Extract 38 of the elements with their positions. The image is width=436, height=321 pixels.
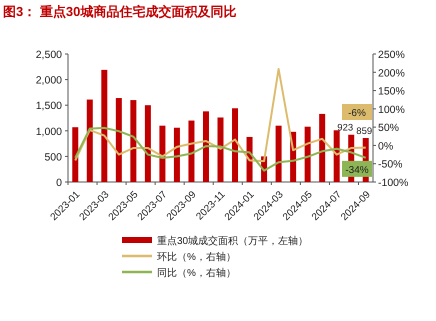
chart-title: 图3： 重点30城商品住宅成交面积及同比 — [3, 4, 236, 19]
y2-tick-label: 150% — [378, 86, 405, 98]
bar — [72, 127, 78, 182]
bar — [218, 117, 224, 182]
y-tick-label: 2,500 — [36, 49, 62, 61]
bar — [174, 128, 180, 182]
y-tick-label: 500 — [44, 151, 62, 164]
bar — [334, 130, 340, 182]
bar — [130, 100, 136, 182]
bar — [86, 100, 93, 182]
bar — [188, 120, 194, 182]
y-tick-label: 1,500 — [36, 100, 62, 112]
data-label: -34% — [345, 164, 369, 176]
bar — [144, 105, 151, 182]
bar — [116, 98, 122, 182]
y-tick-label: 2,000 — [36, 74, 62, 87]
y2-tick-label: -50% — [378, 158, 403, 171]
legend-label: 同比（%，右轴） — [157, 267, 236, 279]
data-label: 923 — [337, 122, 354, 134]
y2-tick-label: 100% — [378, 104, 405, 116]
y-tick-label: 0 — [56, 177, 62, 189]
y2-tick-label: 50% — [378, 122, 400, 134]
bar — [232, 108, 238, 182]
bar — [159, 126, 166, 182]
y2-tick-label: -100% — [378, 177, 408, 189]
y2-tick-label: 200% — [378, 67, 405, 80]
legend-label: 重点30城成交面积（万平，左轴） — [157, 235, 308, 247]
y-tick-label: 1,000 — [36, 126, 62, 138]
bar — [202, 111, 209, 182]
y2-tick-label: 250% — [378, 49, 405, 61]
bar — [101, 70, 108, 182]
data-label: -6% — [348, 108, 366, 119]
y2-tick-label: 0% — [378, 140, 394, 152]
bar — [319, 114, 326, 182]
legend-label: 环比（%，右轴） — [157, 251, 236, 263]
bar — [276, 126, 282, 182]
data-label: 859 — [356, 126, 372, 138]
bar — [304, 126, 311, 182]
